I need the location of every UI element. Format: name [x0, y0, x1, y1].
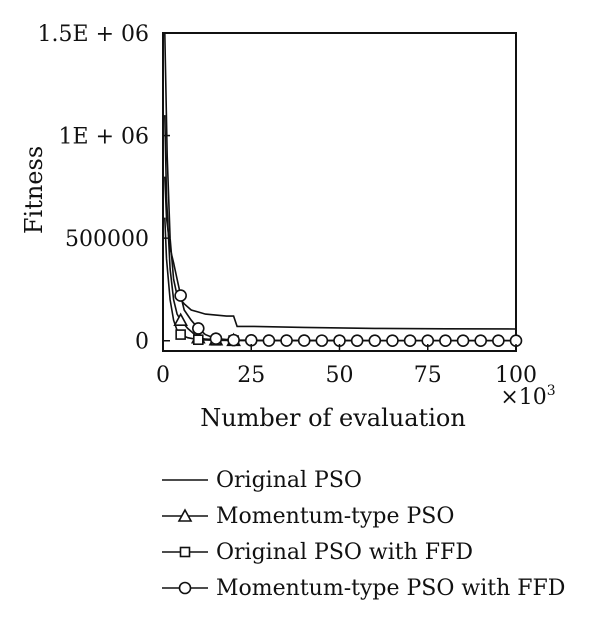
legend-swatch-square-icon — [162, 546, 208, 558]
series-line — [164, 176, 516, 342]
legend-label: Momentum-type PSO — [216, 503, 455, 529]
data-point — [209, 332, 223, 345]
legend-item: Original PSO — [160, 462, 565, 498]
data-point — [386, 334, 399, 347]
x-tick-label: 100 — [495, 363, 537, 388]
series-line — [164, 217, 516, 342]
series-layer — [164, 32, 523, 348]
legend: Original PSO Momentum-type PSO Original PS… — [160, 462, 565, 606]
y-tick-label: 1E + 06 — [59, 125, 149, 150]
data-point — [173, 312, 188, 327]
y-tick-label: 500000 — [65, 227, 149, 252]
data-point — [315, 334, 329, 347]
data-point — [403, 334, 417, 347]
legend-marker — [177, 508, 193, 522]
data-point — [368, 334, 382, 347]
legend-swatch-line-icon — [162, 479, 208, 481]
legend-item: Momentum-type PSO — [160, 498, 565, 534]
data-point — [474, 334, 488, 348]
data-point — [174, 289, 187, 302]
data-point — [297, 334, 311, 347]
tick-layer: 0 25 50 75 100 0 500000 1E + 06 1.5E + 06 — [38, 22, 537, 388]
data-point — [350, 334, 364, 347]
plot-area — [162, 32, 517, 352]
y-tick-label: 0 — [135, 330, 149, 355]
series-4 — [164, 176, 523, 348]
legend-marker — [179, 546, 191, 558]
x-axis-multiplier: ×103 — [500, 383, 555, 410]
data-point — [175, 329, 186, 340]
data-point — [492, 334, 505, 348]
legend-swatch-triangle-icon — [162, 508, 208, 522]
series-2 — [164, 115, 516, 347]
data-point — [192, 322, 205, 335]
legend-label: Original PSO with FFD — [216, 539, 473, 565]
plot-frame — [162, 32, 517, 352]
series-1 — [164, 32, 517, 330]
data-point — [439, 334, 452, 348]
legend-item: Momentum-type PSO with FFD — [160, 570, 565, 606]
data-point — [456, 334, 470, 348]
x-tick-label: 0 — [156, 363, 170, 388]
data-point — [262, 334, 276, 347]
legend-label: Original PSO — [216, 467, 362, 493]
x-tick-label: 50 — [326, 363, 354, 388]
series-line — [164, 115, 516, 342]
x-axis-multiplier-exponent: 3 — [547, 383, 556, 399]
x-tick-label: 25 — [237, 363, 265, 388]
x-axis-multiplier-base: ×10 — [500, 385, 546, 410]
legend-label: Momentum-type PSO with FFD — [216, 575, 566, 601]
data-point — [227, 333, 240, 347]
data-point — [280, 334, 293, 347]
data-point — [193, 334, 204, 346]
legend-marker — [178, 581, 192, 595]
x-tick-label: 75 — [414, 363, 442, 388]
x-axis-label: Number of evaluation — [200, 404, 466, 432]
series-line — [164, 32, 517, 330]
y-axis-label: Fitness — [20, 146, 48, 234]
legend-swatch-circle-icon — [162, 581, 208, 595]
series-3 — [164, 217, 516, 346]
legend-item: Original PSO with FFD — [160, 534, 565, 570]
y-tick-label: 1.5E + 06 — [38, 22, 149, 47]
